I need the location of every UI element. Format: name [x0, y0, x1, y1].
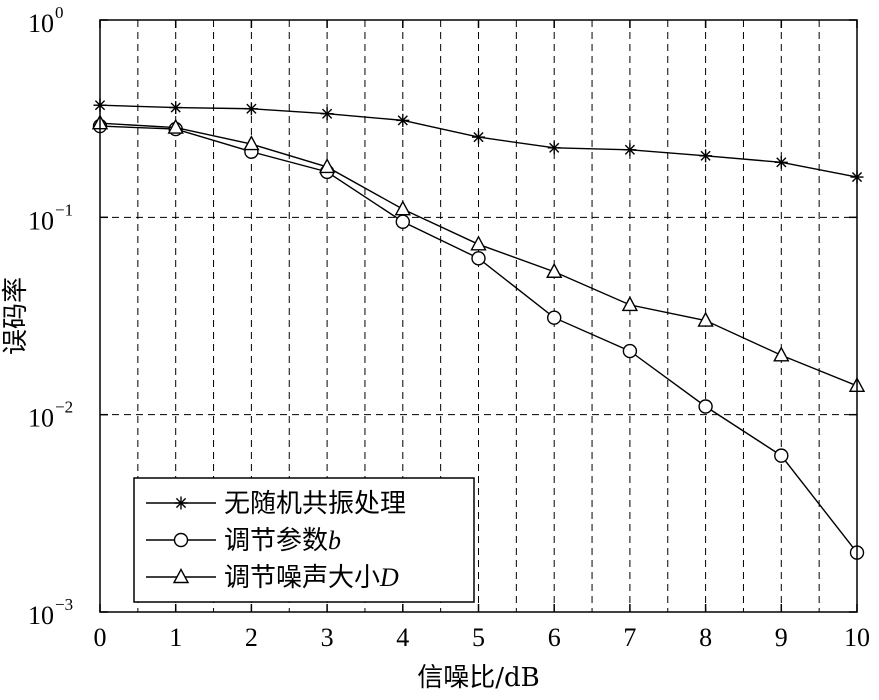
y-tick-exponent: −2 [55, 398, 73, 417]
data-point-triangle [697, 311, 714, 327]
legend-label: 调节参数b [224, 526, 341, 556]
asterisk-stroke [549, 142, 560, 153]
x-tick-label: 5 [472, 623, 485, 652]
data-point-asterisk [547, 141, 561, 155]
data-point-circle [395, 214, 410, 229]
x-tick-label: 10 [844, 623, 870, 652]
asterisk-stroke [322, 108, 333, 119]
legend-marker-triangle [172, 568, 190, 584]
y-tick-base: 10 [28, 601, 54, 630]
asterisk-stroke [624, 144, 635, 155]
asterisk-stroke [397, 115, 408, 126]
series-asterisk [93, 98, 864, 184]
data-point-circle [698, 399, 713, 414]
y-tick-label: 10 −1 [28, 200, 73, 235]
data-point-triangle [470, 235, 487, 251]
data-point-asterisk [623, 143, 637, 157]
y-tick-label: 10 0 [28, 3, 64, 38]
data-point-asterisk [774, 155, 788, 169]
x-tick-label: 1 [169, 623, 182, 652]
data-point-triangle [546, 262, 563, 278]
data-point-triangle [243, 135, 260, 151]
x-tick-label: 7 [623, 623, 636, 652]
y-axis-label: 误码率 [1, 277, 31, 355]
asterisk-stroke [473, 132, 484, 143]
data-point-triangle [167, 118, 184, 134]
y-tick-base: 10 [28, 404, 54, 433]
y-tick-exponent: 0 [55, 3, 64, 22]
legend-label: 调节噪声大小D [224, 563, 399, 593]
x-tick-label: 2 [245, 623, 258, 652]
data-point-circle [471, 251, 486, 266]
data-point-asterisk [320, 107, 334, 121]
y-tick-label: 10 −2 [28, 398, 73, 433]
data-point-asterisk [699, 149, 713, 163]
asterisk-stroke [776, 157, 787, 168]
y-tick-label: 10 −3 [28, 595, 73, 630]
x-axis-label: 信噪比/dB [417, 663, 540, 693]
data-point-asterisk [169, 101, 183, 115]
data-point-circle [622, 343, 638, 359]
x-tick-label: 6 [548, 623, 561, 652]
data-point-triangle [394, 200, 411, 216]
y-tick-exponent: −3 [55, 595, 73, 614]
legend-marker-circle [173, 532, 189, 548]
legend-entry: 无随机共振处理 [146, 489, 406, 519]
legend-label-suffix: b [328, 526, 341, 555]
legend-entry: 调节参数b [146, 526, 341, 556]
x-tick-label: 9 [775, 623, 788, 652]
legend-label-suffix: D [379, 563, 399, 592]
asterisk-stroke [246, 103, 257, 114]
data-point-asterisk [472, 130, 485, 144]
data-point-triangle [621, 295, 639, 312]
asterisk-stroke [175, 497, 187, 509]
asterisk-stroke [170, 102, 181, 113]
legend-entry: 调节噪声大小D [146, 563, 399, 593]
y-tick-exponent: −1 [55, 200, 73, 219]
y-tick-base: 10 [28, 206, 54, 235]
data-point-triangle [318, 157, 336, 174]
data-point-circle [547, 310, 562, 325]
legend-label: 无随机共振处理 [224, 489, 406, 519]
data-point-asterisk [396, 113, 410, 127]
data-point-circle [774, 448, 789, 463]
data-point-asterisk [244, 102, 258, 116]
x-tick-label: 3 [321, 623, 334, 652]
x-tick-label: 4 [396, 623, 409, 652]
x-tick-label: 8 [699, 623, 712, 652]
asterisk-stroke [700, 150, 711, 161]
data-point-triangle [773, 346, 790, 362]
y-tick-base: 10 [28, 9, 54, 38]
x-tick-label: 0 [94, 623, 107, 652]
legend-marker-asterisk [174, 496, 188, 510]
